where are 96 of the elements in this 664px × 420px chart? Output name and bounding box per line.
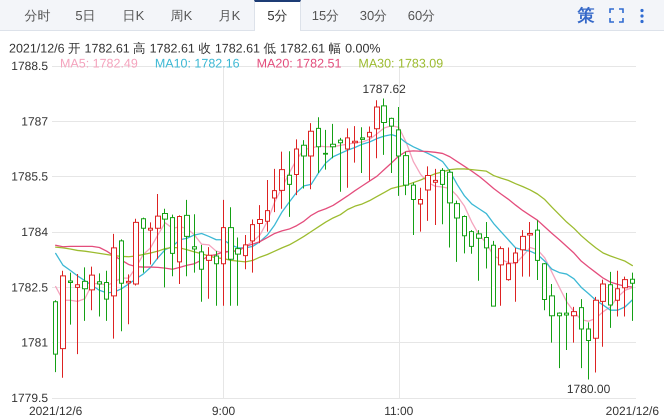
y-tick-label: 1788.5 — [11, 59, 48, 73]
y-tick-label: 1787 — [21, 114, 48, 128]
candlestick — [476, 230, 482, 282]
candlestick — [367, 126, 372, 181]
candlestick — [68, 272, 73, 326]
candlestick — [97, 272, 102, 317]
candlestick — [287, 150, 292, 218]
candlestick — [104, 270, 109, 322]
candlestick — [192, 214, 197, 274]
candlestick — [279, 151, 285, 210]
x-tick-label: 9:00 — [212, 404, 236, 418]
candlestick — [469, 230, 474, 254]
text: MA20: 1782.51 — [256, 56, 342, 70]
candlestick — [345, 128, 350, 188]
candlestick — [352, 126, 358, 164]
x-tick-label: 2021/12/6 — [606, 404, 660, 418]
candlestick — [111, 233, 117, 340]
candlestick — [177, 214, 182, 285]
candlestick — [316, 116, 321, 174]
text: 5分 — [254, 0, 301, 31]
text: 策 — [576, 5, 596, 27]
text: MA5: 1782.49 — [60, 56, 138, 70]
candlestick — [586, 322, 591, 380]
text: MA10: 1782.16 — [154, 56, 240, 70]
candlestick — [418, 187, 423, 232]
line-series — [55, 150, 633, 288]
candlestick — [498, 246, 504, 306]
annotation: 1780.00 — [566, 382, 611, 396]
y-tick-label: 1784 — [21, 225, 48, 239]
text: 分时 — [24, 7, 52, 25]
candlestick — [403, 151, 409, 196]
candlestick — [630, 272, 635, 322]
candlestick — [221, 199, 226, 306]
candlestick — [170, 214, 175, 277]
candlestick — [184, 199, 190, 277]
candlestick — [571, 306, 577, 344]
y-tick-label: 1785.5 — [11, 170, 48, 184]
y-tick-label: 1781 — [21, 336, 48, 350]
candlestick — [520, 230, 526, 278]
line-series — [55, 168, 633, 266]
candlestick — [294, 138, 299, 196]
candlestick — [126, 274, 131, 325]
candlestick — [360, 126, 365, 174]
candlestick — [564, 292, 569, 351]
candlestick — [389, 117, 394, 174]
candlestick — [527, 222, 533, 278]
text: 15分 — [310, 7, 340, 25]
x-tick-label: 2021/12/6 — [28, 404, 83, 418]
candlestick — [396, 106, 401, 196]
text: 60分 — [406, 7, 436, 25]
text: 5日 — [74, 7, 97, 25]
candlestick — [119, 238, 124, 332]
candlestick — [214, 250, 219, 306]
candlestick — [75, 274, 80, 355]
candlestick — [608, 271, 613, 328]
candlestick — [206, 246, 212, 300]
candlestick — [615, 270, 620, 317]
candlestick — [133, 218, 139, 286]
candlestick — [622, 276, 628, 317]
annotation: 1787.62 — [362, 82, 406, 96]
text: 日K — [122, 7, 146, 25]
y-tick-label: 1779.5 — [11, 391, 48, 405]
candlestick — [338, 137, 343, 192]
candlestick — [257, 204, 263, 244]
candlestick — [513, 247, 518, 302]
y-tick-label: 1782.5 — [11, 280, 48, 294]
text: MA30: 1783.09 — [358, 56, 444, 70]
candlestick — [506, 246, 511, 282]
text: 30分 — [358, 7, 388, 25]
candlestick — [579, 298, 584, 369]
candlestick — [265, 179, 270, 232]
candlestick — [141, 217, 146, 274]
candlestick — [53, 300, 58, 373]
candlestick — [250, 218, 255, 274]
chart-title: 2021/12/6 开 1782.61 高 1782.61 收 1782.61 低 1782.61 幅 0.00% — [9, 40, 381, 56]
candlestick — [330, 123, 336, 159]
candlestick — [462, 214, 467, 254]
candlestick — [425, 166, 431, 222]
candlestick — [199, 244, 204, 302]
candlestick — [243, 234, 248, 270]
candlestick — [323, 129, 328, 170]
candlestick — [272, 168, 277, 213]
candlestick — [411, 182, 416, 236]
x-tick-label: 11:00 — [384, 404, 414, 418]
candlestick — [542, 262, 547, 311]
candlestick — [148, 222, 153, 265]
candlestick — [440, 168, 445, 225]
candlestick — [60, 270, 66, 378]
candlestick — [484, 222, 489, 270]
candlestick — [433, 168, 438, 226]
candlestick — [491, 240, 496, 307]
candlestick — [557, 312, 562, 369]
candlestick — [535, 220, 540, 280]
text: 月K — [218, 7, 242, 25]
text: 周K — [170, 7, 194, 25]
candlestick — [549, 284, 555, 344]
